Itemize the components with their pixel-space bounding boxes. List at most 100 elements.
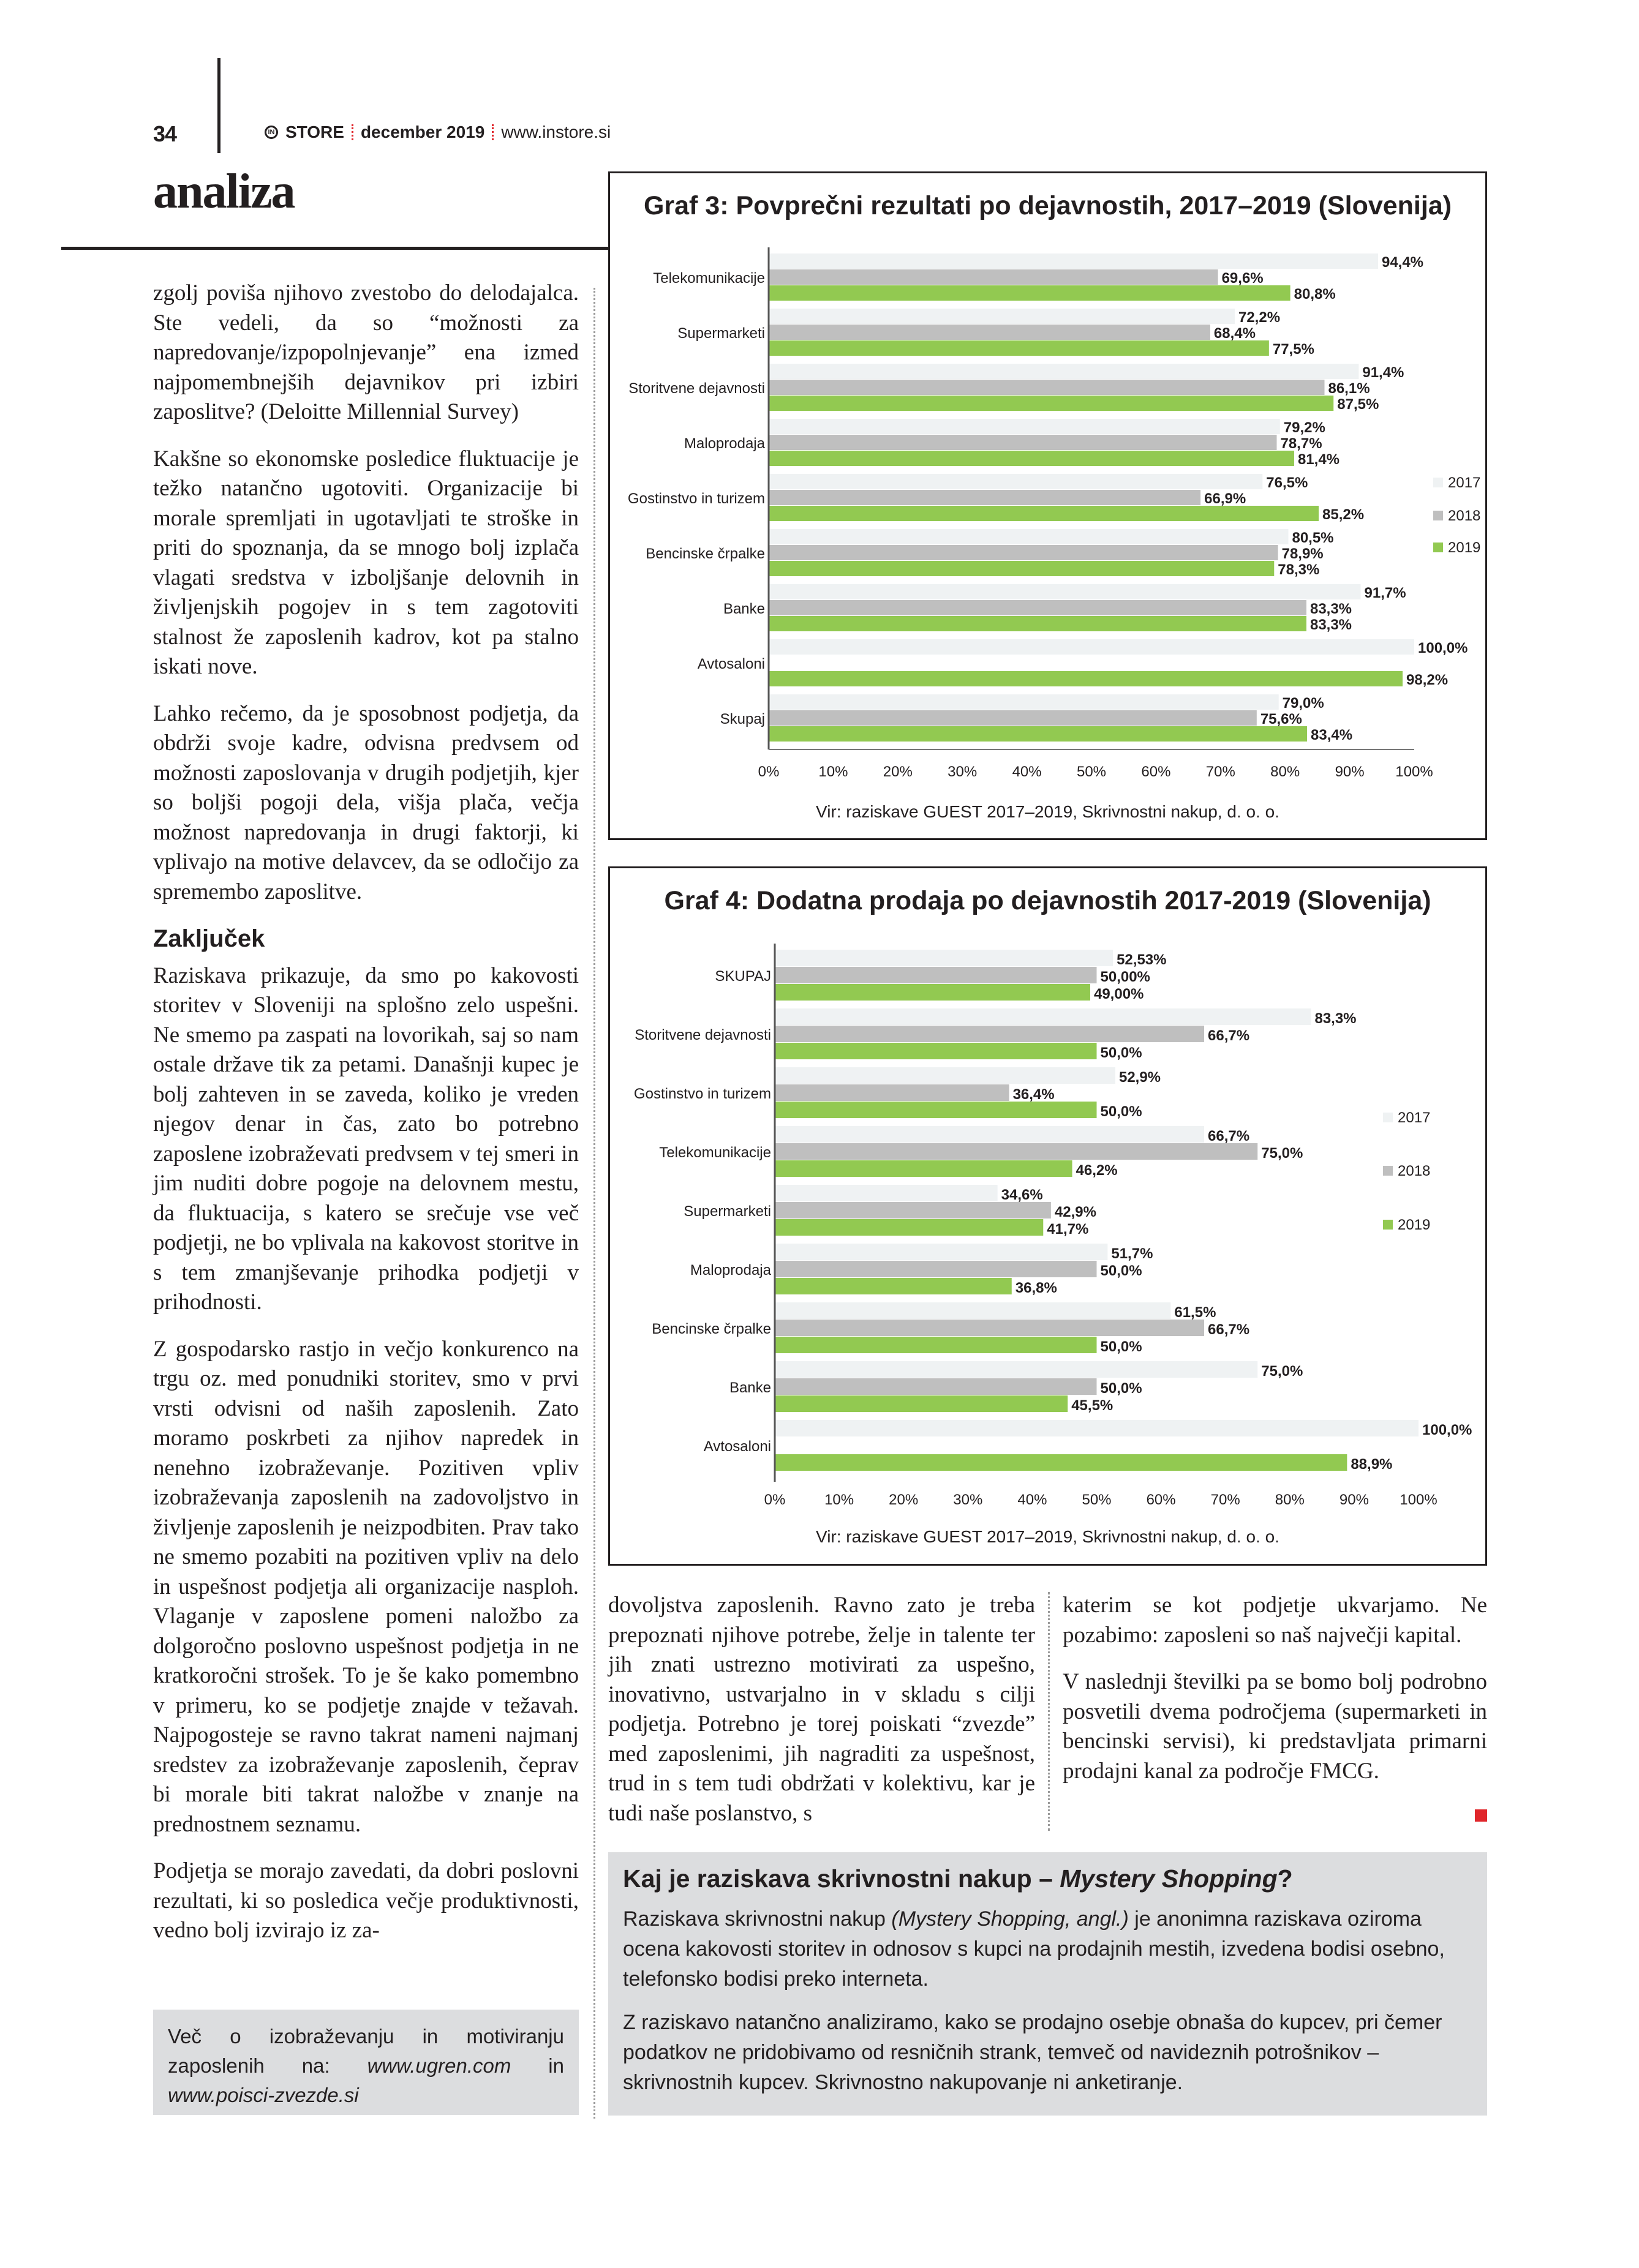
data-label: 52,9% — [1119, 1069, 1161, 1086]
bar-2019 — [769, 451, 1294, 466]
data-label: 41,7% — [1047, 1221, 1088, 1237]
masthead: IN STORE december 2019 www.instore.si — [265, 122, 611, 142]
x-tick-label: 20% — [883, 764, 913, 780]
info-text: Več o izobraževanju in motiviranju zapos… — [168, 2025, 564, 2077]
data-label: 83,3% — [1310, 601, 1352, 617]
data-label: 52,53% — [1117, 952, 1166, 968]
data-label: 50,00% — [1101, 969, 1150, 985]
category-label: Avtosaloni — [698, 656, 765, 672]
bar-2017 — [775, 950, 1113, 966]
bar-2019 — [769, 726, 1308, 742]
x-tick-label: 30% — [948, 764, 977, 780]
bar-2018 — [769, 380, 1325, 395]
data-label: 42,9% — [1055, 1204, 1096, 1220]
legend-label: 2019 — [1448, 539, 1480, 556]
x-tick-label: 0% — [758, 764, 780, 780]
data-label: 91,4% — [1362, 364, 1404, 381]
link-ugren[interactable]: www.ugren.com — [367, 2054, 511, 2077]
x-tick-label: 100% — [1395, 764, 1433, 780]
data-label: 83,3% — [1310, 617, 1352, 633]
bar-2018 — [769, 545, 1278, 560]
bar-2019 — [769, 506, 1319, 521]
x-tick-label: 60% — [1141, 764, 1170, 780]
x-tick-label: 50% — [1077, 764, 1106, 780]
paragraph: Lahko rečemo, da je sposobnost podjetja,… — [153, 700, 579, 904]
data-label: 66,7% — [1208, 1128, 1249, 1144]
x-tick-label: 80% — [1275, 1492, 1305, 1508]
data-label: 69,6% — [1222, 270, 1264, 287]
data-label: 80,5% — [1292, 530, 1333, 546]
paragraph: Raziskava prikazuje, da smo po kakovosti… — [153, 963, 579, 1315]
data-label: 50,0% — [1101, 1263, 1142, 1279]
bar-2017 — [769, 529, 1289, 544]
data-label: 91,7% — [1365, 585, 1406, 601]
right-article-column: katerim se kot podjetje ukvarjamo. Ne po… — [1063, 1591, 1487, 1803]
paragraph: Kakšne so ekonomske posledice fluktuacij… — [153, 446, 579, 680]
x-tick-label: 30% — [953, 1492, 982, 1508]
separator — [492, 124, 494, 140]
box-text-italic: (Mystery Shopping, angl.) — [891, 1907, 1129, 1931]
mystery-shopping-box: Kaj je raziskava skrivnostni nakup – Mys… — [608, 1852, 1487, 2116]
x-tick-label: 70% — [1211, 1492, 1240, 1508]
bar-2019 — [769, 561, 1275, 576]
bar-2018 — [775, 1378, 1097, 1395]
data-label: 79,0% — [1283, 695, 1324, 712]
bar-2017 — [775, 1420, 1419, 1436]
bar-2018 — [769, 435, 1277, 450]
graph-3-title: Graf 3: Povprečni rezultati po dejavnost… — [643, 191, 1452, 220]
bar-2019 — [775, 1160, 1072, 1177]
box-title: Kaj je raziskava skrivnostni nakup – Mys… — [623, 1864, 1472, 1893]
bar-2018 — [769, 710, 1257, 726]
category-label: SKUPAJ — [715, 968, 771, 985]
bar-2019 — [775, 1337, 1097, 1353]
legend-label: 2018 — [1448, 508, 1480, 524]
data-label: 50,0% — [1101, 1339, 1142, 1355]
legend-label: 2018 — [1398, 1163, 1430, 1179]
bar-2019 — [775, 1043, 1097, 1059]
data-label: 45,5% — [1071, 1397, 1113, 1414]
brand-name: STORE — [285, 122, 344, 141]
column-divider — [593, 288, 595, 2119]
data-label: 98,2% — [1406, 672, 1448, 688]
bar-2017 — [769, 253, 1378, 269]
bar-2017 — [769, 639, 1414, 655]
bar-2018 — [769, 325, 1210, 340]
paragraph: Podjetja se morajo zavedati, da dobri po… — [153, 1858, 579, 1943]
middle-article-column: dovoljstva zaposlenih. Ravno zato je tre… — [608, 1591, 1035, 1846]
data-label: 36,8% — [1015, 1280, 1057, 1296]
data-label: 83,3% — [1314, 1010, 1356, 1027]
data-label: 72,2% — [1238, 309, 1280, 326]
bar-2019 — [769, 285, 1290, 301]
link-poisci-zvezde[interactable]: www.poisci-zvezde.si — [168, 2084, 359, 2106]
bar-2018 — [775, 1261, 1097, 1277]
bar-2017 — [769, 474, 1263, 489]
box-text: Raziskava skrivnostni nakup — [623, 1907, 892, 1931]
info-text: in — [511, 2054, 564, 2077]
category-label: Gostinstvo in turizem — [634, 1086, 771, 1102]
data-label: 77,5% — [1273, 341, 1314, 358]
box-title-end: ? — [1277, 1864, 1293, 1893]
bar-2019 — [769, 616, 1306, 631]
box-title-text: Kaj je raziskava skrivnostni nakup – — [623, 1864, 1060, 1893]
bar-2019 — [775, 984, 1090, 1001]
bar-2018 — [775, 1084, 1009, 1101]
end-of-article-mark — [1475, 1809, 1487, 1822]
data-label: 46,2% — [1076, 1162, 1118, 1179]
bar-2017 — [769, 419, 1280, 434]
x-tick-label: 40% — [1017, 1492, 1047, 1508]
category-label: Avtosaloni — [704, 1438, 771, 1455]
website-link[interactable]: www.instore.si — [501, 122, 611, 141]
separator — [351, 124, 353, 140]
data-label: 100,0% — [1418, 640, 1468, 656]
category-label: Supermarketi — [684, 1203, 771, 1220]
bar-2017 — [769, 309, 1235, 324]
category-label: Banke — [723, 601, 765, 617]
x-tick-label: 60% — [1147, 1492, 1176, 1508]
left-article-column: zgolj poviša njihovo zvestobo do delodaj… — [153, 279, 579, 1963]
category-label: Telekomunikacije — [659, 1144, 771, 1161]
bar-2017 — [769, 584, 1361, 599]
data-label: 86,1% — [1328, 380, 1370, 397]
bar-2019 — [775, 1102, 1097, 1118]
column-divider — [1048, 1592, 1050, 1831]
